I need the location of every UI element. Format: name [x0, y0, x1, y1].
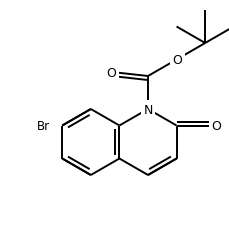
Text: O: O	[172, 54, 182, 67]
Text: O: O	[106, 67, 116, 80]
Text: Br: Br	[37, 119, 50, 132]
Text: N: N	[143, 103, 152, 116]
Text: O: O	[211, 119, 221, 132]
